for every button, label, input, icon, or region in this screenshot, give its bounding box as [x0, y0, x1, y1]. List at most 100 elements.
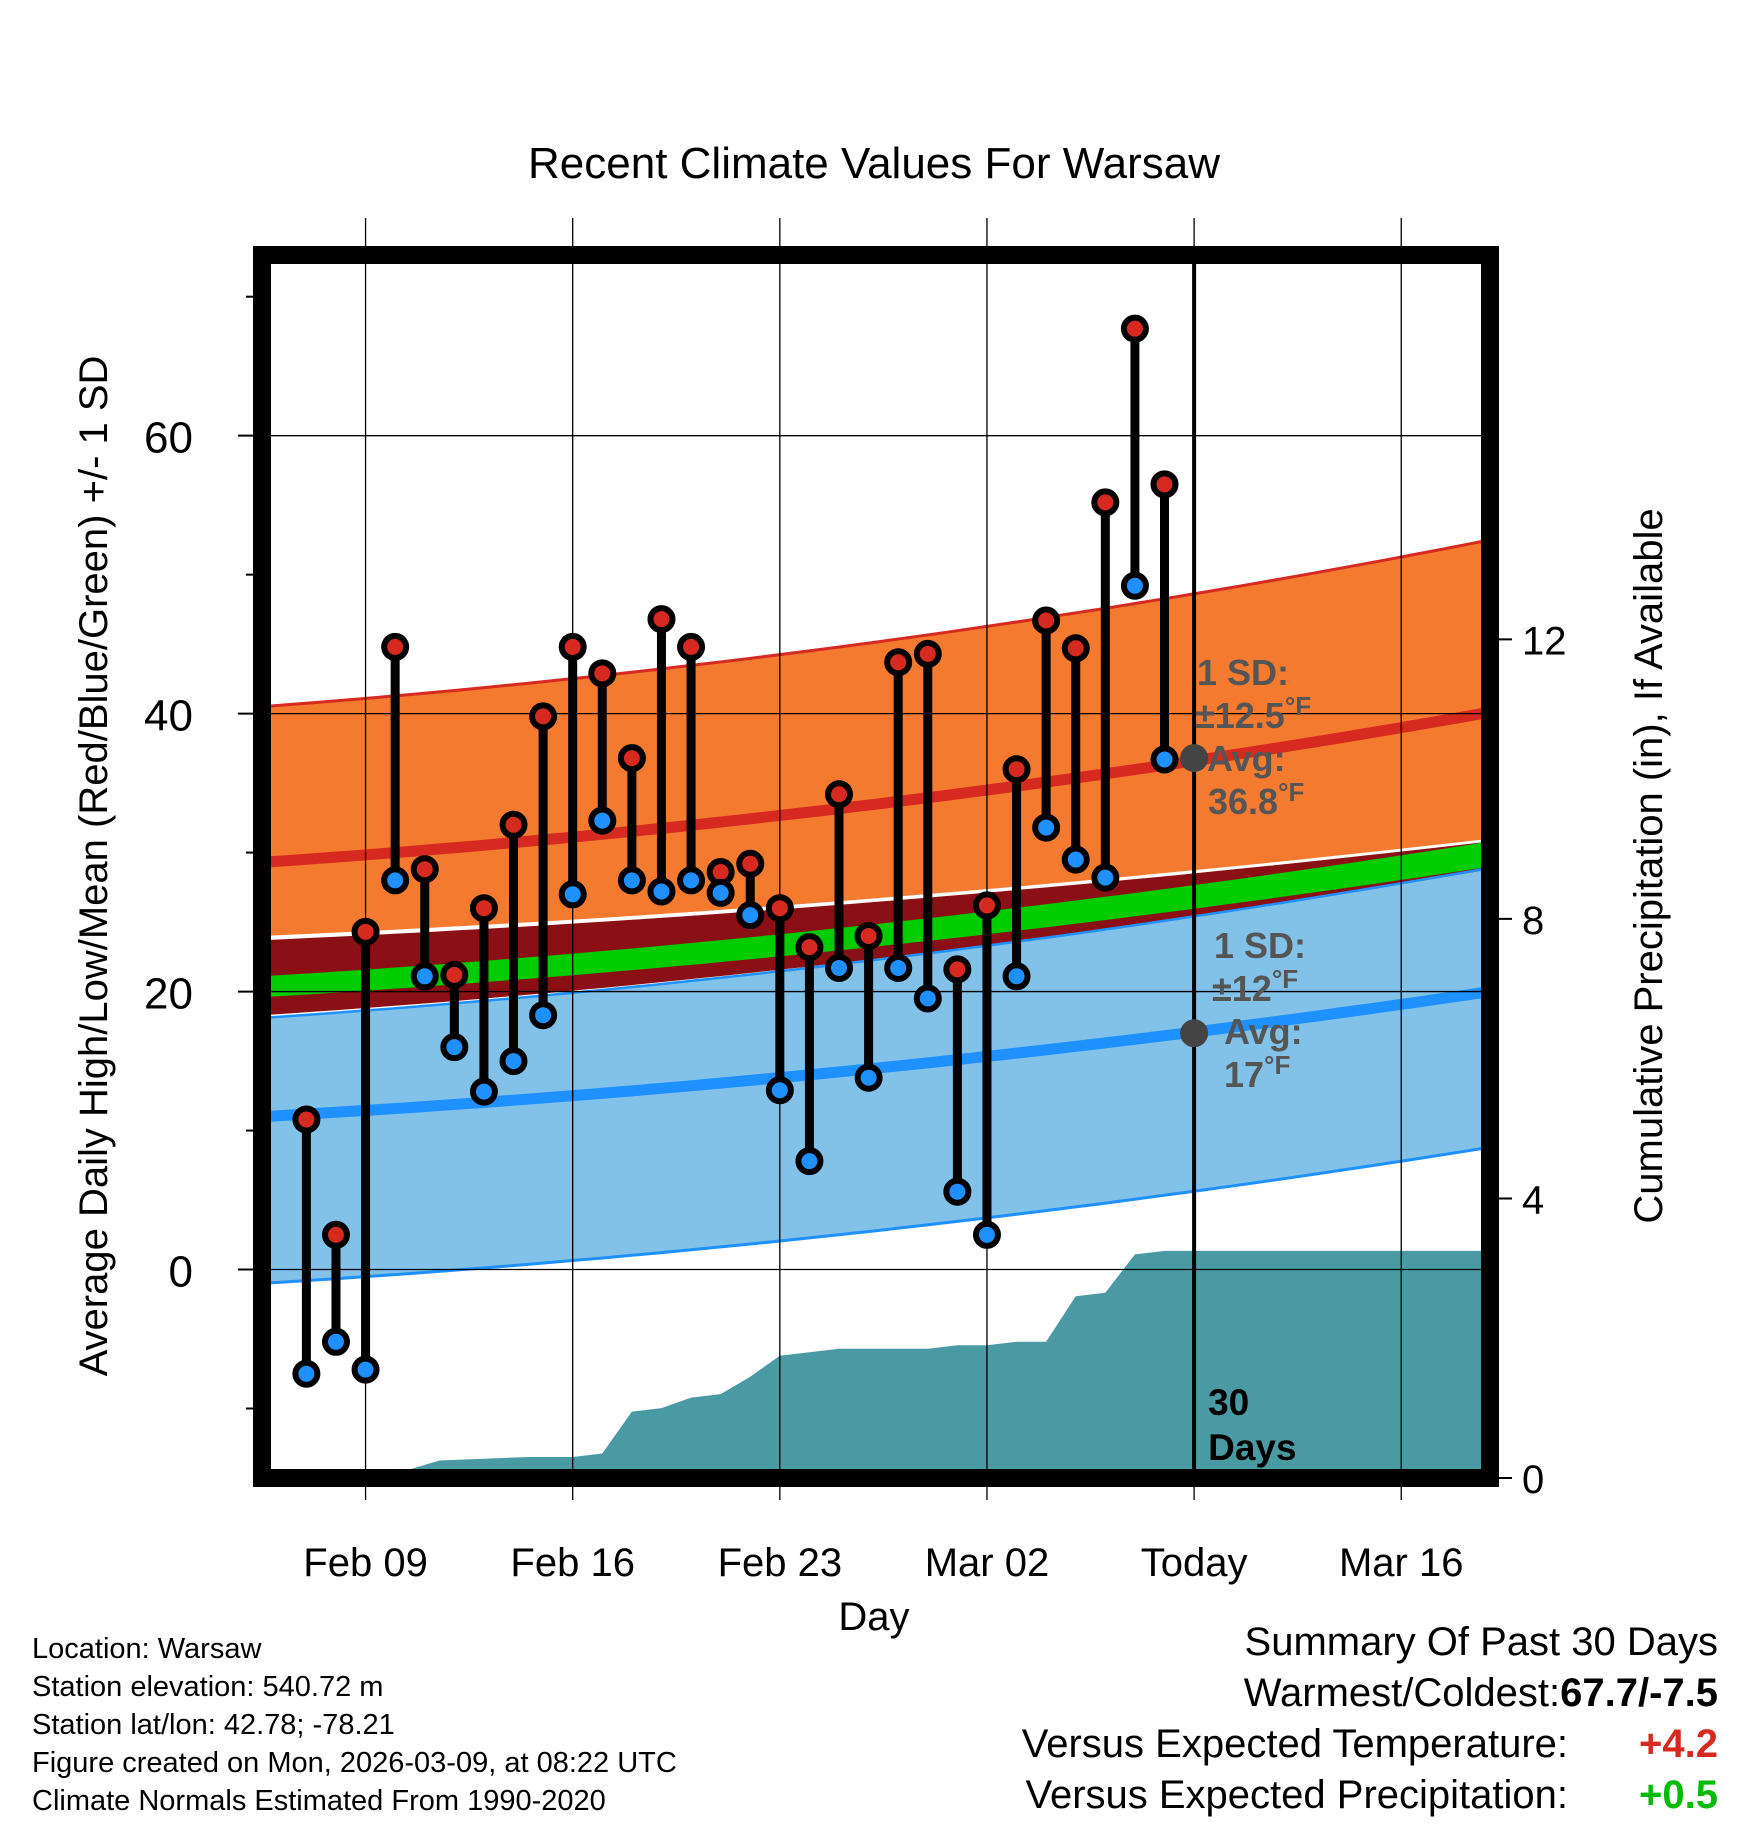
- daily-low-point: [499, 1047, 528, 1076]
- y2-tick-label: 8: [1522, 899, 1544, 943]
- y-tick-label: 40: [144, 692, 193, 741]
- y2-tick-label: 0: [1522, 1458, 1544, 1502]
- normal-avg-number: 36.8: [1208, 781, 1278, 822]
- daily-low-point: [1032, 813, 1061, 842]
- daily-low-point: [558, 880, 587, 909]
- today-label-days: Days: [1208, 1427, 1296, 1468]
- daily-high-point: [381, 632, 410, 661]
- daily-low-point: [795, 1147, 824, 1176]
- summary-title: Summary Of Past 30 Days: [1244, 1620, 1718, 1664]
- daily-high-point: [410, 855, 439, 884]
- summary-precipitation: Versus Expected Precipitation: +0.5: [1022, 1773, 1718, 1824]
- warm-cold-value: 67.7/-7.5: [1560, 1671, 1718, 1715]
- daily-high-point: [1150, 470, 1179, 499]
- y2-tick-label: 12: [1522, 619, 1567, 663]
- daily-high-point: [825, 780, 854, 809]
- normal-avg-unit: °F: [1278, 777, 1304, 807]
- daily-high-point: [884, 648, 913, 677]
- x-tick-label: Mar 16: [1339, 1541, 1464, 1585]
- daily-low-point: [943, 1177, 972, 1206]
- daily-high-point: [913, 639, 942, 668]
- daily-high-point: [1032, 606, 1061, 635]
- plot-frame: [253, 246, 1499, 1487]
- warm-cold-label: Warmest/Coldest:: [1243, 1671, 1561, 1715]
- daily-low-point: [410, 962, 439, 991]
- daily-low-point: [351, 1355, 380, 1384]
- y-tick-label: 20: [144, 970, 193, 1019]
- normal-sd-number: ±12: [1212, 968, 1272, 1009]
- daily-low-point: [765, 1076, 794, 1105]
- daily-low-point: [1002, 962, 1031, 991]
- daily-low-point: [588, 806, 617, 835]
- daily-low-point: [706, 878, 735, 907]
- x-axis-title: Day: [838, 1595, 909, 1639]
- summary-temperature: Versus Expected Temperature: +4.2: [1022, 1722, 1718, 1773]
- daily-high-point: [499, 810, 528, 839]
- normal-avg-label: Avg:: [1207, 738, 1286, 779]
- daily-low-point: [1120, 571, 1149, 600]
- daily-high-point: [558, 632, 587, 661]
- daily-low-point: [617, 866, 646, 895]
- chart-title: Recent Climate Values For Warsaw: [528, 139, 1220, 188]
- normals-text: Climate Normals Estimated From 1990-2020: [32, 1785, 606, 1817]
- daily-low-point: [381, 866, 410, 895]
- precipitation-area: [262, 1250, 1490, 1478]
- created-text: Figure created on Mon, 2026-03-09, at 08…: [32, 1747, 677, 1779]
- normal-sd-number: ±12.5: [1195, 695, 1285, 736]
- normal-sd-value: ±12.5°F: [1195, 691, 1311, 736]
- daily-high-point: [795, 933, 824, 962]
- low-normal-marker: [1180, 1019, 1209, 1048]
- daily-high-point: [943, 955, 972, 984]
- normal-sd-unit: °F: [1285, 691, 1311, 721]
- normal-avg-number: 17: [1224, 1054, 1264, 1095]
- temp-label: Versus Expected Temperature:: [1021, 1722, 1568, 1766]
- high-normal-mean-line: [261, 706, 1491, 868]
- daily-low-point: [1150, 745, 1179, 774]
- daily-low-point: [469, 1077, 498, 1106]
- daily-high-point: [1120, 314, 1149, 343]
- daily-low-point: [440, 1033, 469, 1062]
- x-tick-label: Mar 02: [925, 1541, 1050, 1585]
- normal-sd-unit: °F: [1272, 964, 1298, 994]
- daily-low-point: [292, 1359, 321, 1388]
- daily-high-point: [321, 1220, 350, 1249]
- daily-low-point: [647, 877, 676, 906]
- daily-high-point: [1061, 634, 1090, 663]
- normal-avg-unit: °F: [1264, 1050, 1290, 1080]
- location-text: Location: Warsaw: [32, 1633, 262, 1665]
- daily-high-point: [647, 605, 676, 634]
- daily-high-point: [677, 632, 706, 661]
- daily-high-point: [351, 917, 380, 946]
- y-axis-title: Average Daily High/Low/Mean (Red/Blue/Gr…: [72, 356, 116, 1377]
- y-tick-label: 0: [169, 1248, 193, 1297]
- normal-avg-value: 36.8°F: [1208, 777, 1304, 822]
- daily-low-point: [884, 953, 913, 982]
- daily-low-point: [736, 901, 765, 930]
- daily-low-point: [529, 1001, 558, 1030]
- daily-low-point: [1091, 863, 1120, 892]
- normal-sd-label: 1 SD:: [1197, 652, 1289, 693]
- daily-low-point: [321, 1327, 350, 1356]
- x-tick-label: Feb 23: [718, 1541, 843, 1585]
- daily-high-point: [1091, 488, 1120, 517]
- daily-high-point: [1002, 755, 1031, 784]
- daily-high-point: [588, 659, 617, 688]
- daily-high-point: [529, 702, 558, 731]
- daily-high-point: [292, 1105, 321, 1134]
- precip-value: +0.5: [1639, 1773, 1718, 1817]
- daily-low-point: [913, 984, 942, 1013]
- y-tick-label: 60: [144, 414, 193, 463]
- normal-sd-value: ±12°F: [1212, 964, 1298, 1009]
- station-info: Location: Warsaw Station elevation: 540.…: [32, 1630, 677, 1820]
- daily-low-point: [677, 866, 706, 895]
- y2-tick-label: 4: [1522, 1178, 1544, 1222]
- mean-normal-line: [262, 841, 1490, 998]
- daily-low-point: [972, 1220, 1001, 1249]
- high-normal-marker: [1180, 744, 1209, 773]
- normal-avg-value: 17°F: [1224, 1050, 1290, 1095]
- daily-high-point: [736, 849, 765, 878]
- summary-panel: Summary Of Past 30 Days Warmest/Coldest:…: [1022, 1620, 1718, 1824]
- daily-high-point: [972, 891, 1001, 920]
- precip-label: Versus Expected Precipitation:: [1025, 1773, 1568, 1817]
